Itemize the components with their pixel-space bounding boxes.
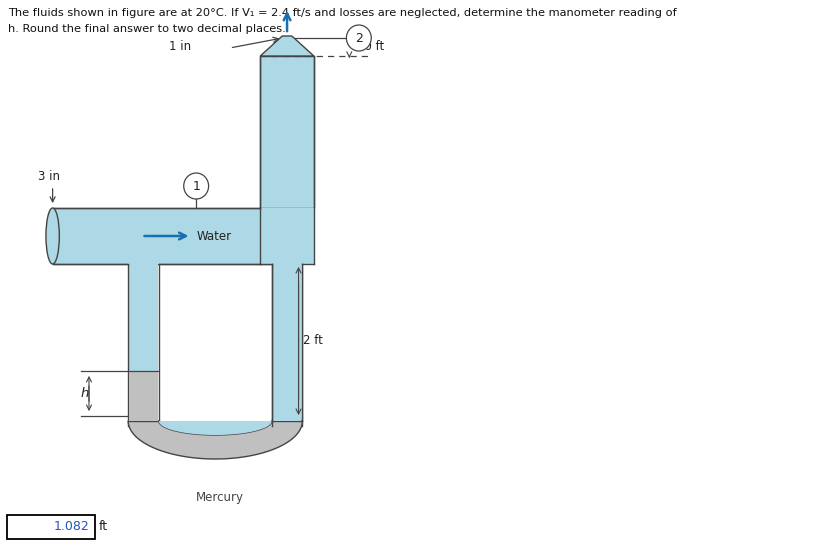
Text: ft: ft <box>98 520 108 533</box>
FancyBboxPatch shape <box>7 515 95 539</box>
Text: h: h <box>81 387 89 400</box>
Circle shape <box>184 173 209 199</box>
Bar <box>130 264 158 421</box>
Text: 2 ft: 2 ft <box>304 335 323 347</box>
Polygon shape <box>158 421 273 435</box>
Bar <box>260 56 314 208</box>
Text: 2: 2 <box>355 32 363 45</box>
Text: 1.082: 1.082 <box>54 520 89 533</box>
Ellipse shape <box>46 208 59 264</box>
Text: Mercury: Mercury <box>196 491 244 504</box>
Polygon shape <box>260 36 314 56</box>
Bar <box>53 208 287 264</box>
Bar <box>273 264 301 421</box>
Text: 3 in: 3 in <box>38 169 60 182</box>
Bar <box>128 236 159 264</box>
Text: Water: Water <box>196 229 231 242</box>
Text: 10 ft: 10 ft <box>357 39 384 52</box>
Text: The fluids shown in figure are at 20°C. If V₁ = 2.4 ft/s and losses are neglecte: The fluids shown in figure are at 20°C. … <box>7 8 676 18</box>
Text: 1: 1 <box>192 180 200 193</box>
Circle shape <box>346 25 371 51</box>
Bar <box>260 208 314 264</box>
Bar <box>130 371 158 421</box>
Text: 1 in: 1 in <box>169 39 191 52</box>
Polygon shape <box>128 421 303 459</box>
Text: h. Round the final answer to two decimal places.: h. Round the final answer to two decimal… <box>7 24 285 34</box>
